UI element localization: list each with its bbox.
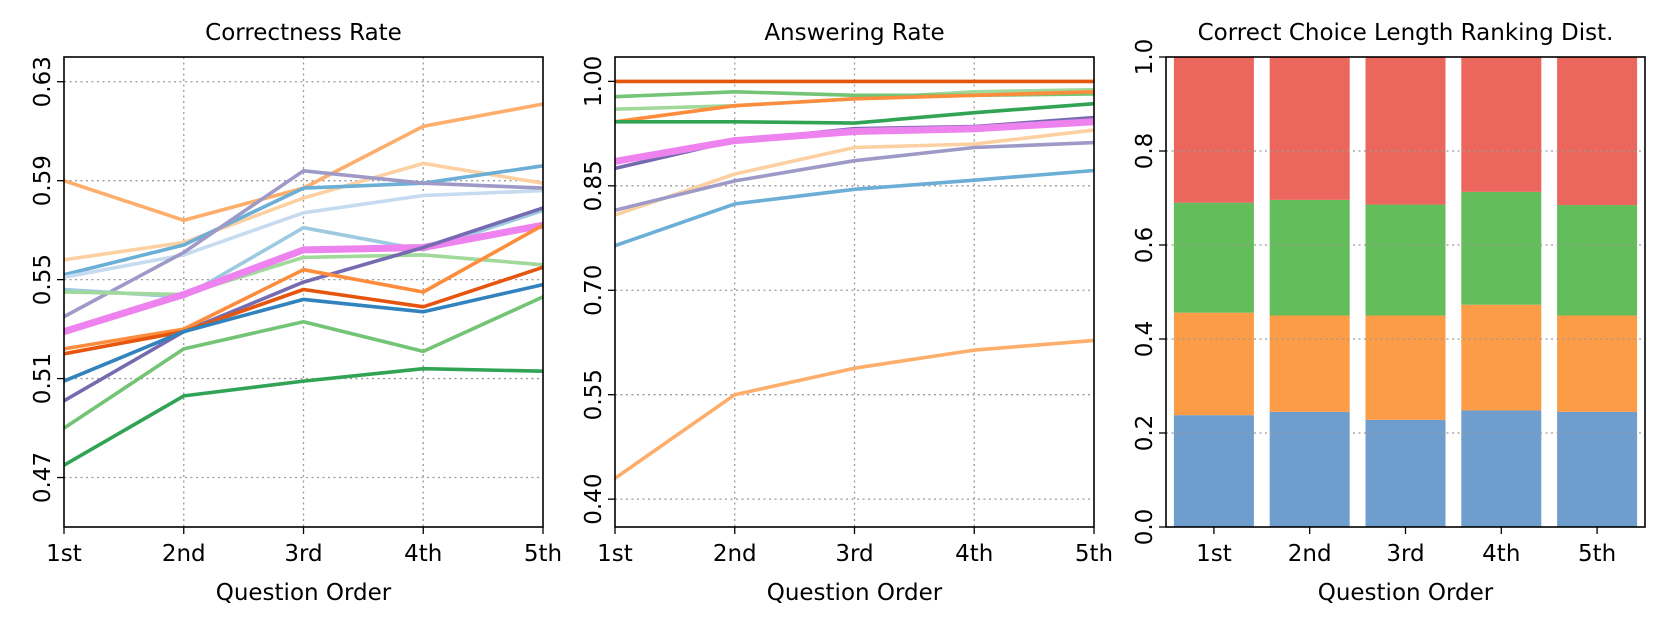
y-tick-label: 0.51 [30, 353, 56, 404]
y-tick-label: 0.70 [581, 265, 607, 316]
axes-frame [614, 56, 1095, 528]
bar-segment-0 [1173, 415, 1254, 527]
bar-segment-2 [1365, 204, 1446, 316]
x-tick-label: 4th [955, 541, 993, 567]
series-line-13 [63, 366, 544, 467]
series-line-7 [614, 118, 1095, 165]
y-tick-label: 0.63 [30, 56, 56, 107]
series-line-8 [614, 140, 1095, 212]
bar-segment-3 [1269, 57, 1350, 200]
x-axis-label: Question Order [216, 580, 392, 606]
x-tick-label: 1st [1196, 541, 1232, 567]
x-tick-label: 3rd [284, 541, 322, 567]
series-line-5 [614, 128, 1095, 217]
x-tick-label: 1st [597, 541, 633, 567]
y-tick-label: 0.2 [1132, 415, 1158, 452]
series-line-1 [63, 161, 544, 262]
series-line-9 [63, 223, 544, 351]
x-axis-label: Question Order [1318, 580, 1494, 606]
bar-segment-1 [1269, 315, 1350, 412]
x-tick-label: 2nd [713, 541, 757, 567]
series-line-9 [614, 168, 1095, 248]
y-tick-label: 0.0 [1132, 509, 1158, 546]
series-line-10 [63, 265, 544, 356]
series-line-10 [613, 338, 1095, 480]
x-tick-label: 5th [1578, 541, 1616, 567]
bar-segment-3 [1461, 57, 1542, 192]
y-tick-label: 0.8 [1132, 133, 1158, 170]
y-tick-label: 0.85 [581, 160, 607, 211]
bar-segment-3 [1557, 57, 1638, 206]
y-tick-label: 0.59 [30, 155, 56, 206]
series-line-4 [615, 101, 1095, 125]
series-lines [613, 79, 1095, 480]
chart-title: Answering Rate [764, 20, 944, 46]
y-tick-label: 0.6 [1132, 227, 1158, 264]
x-tick-label: 3rd [835, 541, 873, 567]
bar-segment-2 [1461, 191, 1542, 305]
correctness-rate-panel: Correctness Rate 1st 2nd 3rd 4th 5th 0.47 0.51 0… [30, 20, 562, 606]
y-tick-label: 0.40 [581, 474, 607, 525]
bar-segment-3 [1173, 57, 1254, 203]
series-line-8 [63, 206, 544, 403]
series-line-6 [63, 253, 544, 297]
bar-segment-0 [1269, 411, 1350, 527]
x-axis-label: Question Order [767, 580, 943, 606]
y-tick-label: 0.4 [1132, 321, 1158, 358]
bar-segment-0 [1461, 410, 1542, 527]
chart-title: Correct Choice Length Ranking Dist. [1198, 20, 1614, 46]
x-tick-label: 3rd [1386, 541, 1424, 567]
bar-segment-2 [1557, 205, 1638, 316]
x-tick-label: 4th [404, 541, 442, 567]
series-line-7 [62, 221, 544, 335]
series-line-3 [614, 90, 1095, 124]
chart-title: Correctness Rate [205, 20, 402, 46]
stacked-bars [1173, 57, 1638, 527]
grid [64, 57, 543, 527]
x-tick-label: 1st [46, 541, 82, 567]
y-tick-label: 0.47 [30, 452, 56, 503]
series-lines [62, 102, 544, 467]
x-tick-label: 5th [1075, 541, 1113, 567]
bar-segment-1 [1365, 315, 1446, 420]
axes-frame [1165, 56, 1646, 528]
bar-segment-2 [1269, 199, 1350, 316]
y-tick-label: 1.0 [1132, 39, 1158, 76]
ranking-distribution-panel: Correct Choice Length Ranking Dist. 1st 2n… [1132, 20, 1646, 606]
answering-rate-panel: Answering Rate 1st 2nd 3rd 4th 5th 0.40 0.55 0.7… [581, 20, 1113, 606]
y-tick-label: 0.55 [581, 369, 607, 420]
x-tick-label: 2nd [1288, 541, 1332, 567]
series-line-3 [63, 188, 544, 279]
bar-segment-1 [1557, 315, 1638, 412]
grid [615, 57, 1094, 527]
bar-segment-1 [1461, 304, 1542, 411]
x-tick-label: 4th [1482, 541, 1520, 567]
bar-segment-0 [1557, 411, 1638, 527]
bar-segment-3 [1365, 57, 1446, 205]
x-tick-label: 2nd [162, 541, 206, 567]
y-tick-label: 1.00 [581, 56, 607, 107]
series-line-11 [63, 282, 544, 383]
x-tick-label: 5th [524, 541, 562, 567]
series-line-12 [63, 295, 544, 430]
series-line-4 [63, 169, 544, 319]
axes-frame [63, 56, 544, 528]
bar-segment-1 [1173, 312, 1254, 416]
bar-segment-0 [1365, 419, 1446, 527]
bar-segment-2 [1173, 202, 1254, 313]
series-line-2 [63, 164, 544, 277]
y-tick-label: 0.55 [30, 254, 56, 305]
